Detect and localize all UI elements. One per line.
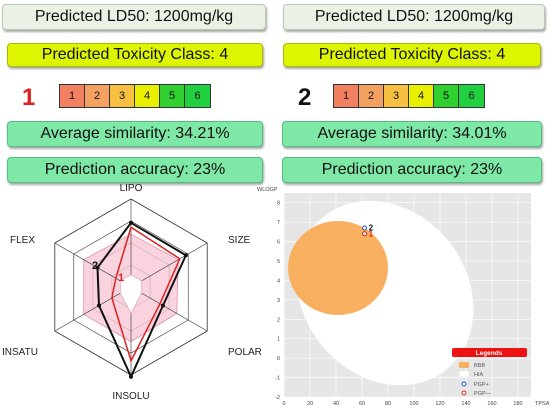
radar-point [161,303,165,308]
legend-pgp-negative-icon [461,390,467,396]
y-tick-label: -1 [275,376,280,382]
y-tick-label: -2 [275,395,280,401]
y-tick-label: 2 [277,317,280,323]
legend-bbb-label: BBB [474,363,485,369]
x-axis-label: TPSA [535,401,550,407]
radar-label-compound-1: 1 [118,272,124,284]
radar-point [95,265,100,270]
right-accuracy-box: Prediction accuracy: 23% [282,157,542,183]
legend-pgp-negative-label: PGP— [474,391,492,397]
x-tick-label: 0 [282,401,285,407]
legend-header [452,348,527,357]
toxicity-class-cell-3: 3 [110,85,135,107]
x-tick-label: 160 [487,401,496,407]
y-tick-label: 4 [277,278,280,284]
x-tick-label: 140 [461,401,470,407]
y-axis-label: WLOGP [257,187,278,193]
radar-axis-label-flex: FLEX [10,235,35,246]
right-toxicity-class-box: Predicted Toxicity Class: 4 [283,43,541,67]
radar-axis-label-size: SIZE [228,235,251,246]
radar-axis-label-lipo: LIPO [120,183,143,194]
radar-axis-label-insatu: INSATU [2,347,38,358]
right-similarity-box: Average similarity: 34.01% [282,121,542,147]
left-ld50-box: Predicted LD50: 1200mg/kg [2,4,266,30]
x-tick-label: 40 [333,401,339,407]
legend-pgp-positive-icon [461,381,467,387]
compound-point-label-1: 1 [369,229,374,238]
radar-point [97,303,101,308]
radar-axis-label-insolu: INSOLU [112,391,149,402]
toxicity-class-cell-4: 4 [135,85,160,107]
radar-spoke [54,286,132,332]
y-tick-label: 8 [277,201,280,207]
bbb-yolk-region [288,221,388,315]
x-tick-label: 60 [359,401,365,407]
radar-inner-zone [120,274,142,315]
legend-hia-label: HIA [474,372,484,378]
left-similarity-box: Average similarity: 34.21% [7,121,263,147]
bioavailability-radar: LIPO SIZE POLAR INSOLU INSATU FLEX 1 2 [2,183,262,402]
toxicity-class-cell-5: 5 [160,85,185,107]
left-accuracy-box: Prediction accuracy: 23% [7,157,263,183]
x-tick-label: 180 [513,401,522,407]
legend-bbb-swatch [459,362,469,368]
compound-point-1 [362,231,368,237]
toxicity-class-cell-3: 3 [384,85,409,107]
y-tick-label: 1 [277,337,280,343]
compound-point-label-2: 2 [369,223,374,232]
legend-pgp-positive-label: PGP+ [474,382,489,388]
right-ld50-box: Predicted LD50: 1200mg/kg [283,4,545,30]
radar-compound-1-line [111,226,181,363]
radar-axis-label-polar: POLAR [228,347,262,358]
y-tick-label: 3 [277,298,280,304]
toxicity-class-cell-6: 6 [185,85,210,107]
toxicity-class-cell-1: 1 [60,85,85,107]
x-tick-label: 80 [385,401,391,407]
radar-point [129,374,133,379]
radar-spoke [130,286,208,332]
toxicity-class-cell-1: 1 [334,85,359,107]
toxicity-class-cell-5: 5 [434,85,459,107]
toxicity-class-cell-6: 6 [459,85,484,107]
compound-point-2 [362,225,368,231]
radar-point [129,220,133,225]
y-tick-label: 6 [277,240,280,246]
x-tick-label: 20 [307,401,313,407]
radar-spoke [130,242,208,288]
toxicity-class-cell-2: 2 [359,85,384,107]
toxicity-class-cell-4: 4 [409,85,434,107]
radar-point [183,253,188,258]
left-toxicity-class-box: Predicted Toxicity Class: 4 [7,43,263,67]
y-tick-label: 5 [277,259,280,265]
radar-label-compound-2: 2 [92,260,98,272]
y-tick-label: 7 [277,220,280,226]
x-tick-label: 100 [409,401,418,407]
left-compound-number: 1 [22,84,36,111]
toxicity-class-cell-2: 2 [85,85,110,107]
x-tick-label: 120 [435,401,444,407]
radar-spoke [54,242,132,288]
legend-title: Legends [476,350,503,357]
right-compound-number: 2 [298,84,312,111]
y-tick-label: 0 [277,356,280,362]
legend-hia-swatch [458,370,470,378]
